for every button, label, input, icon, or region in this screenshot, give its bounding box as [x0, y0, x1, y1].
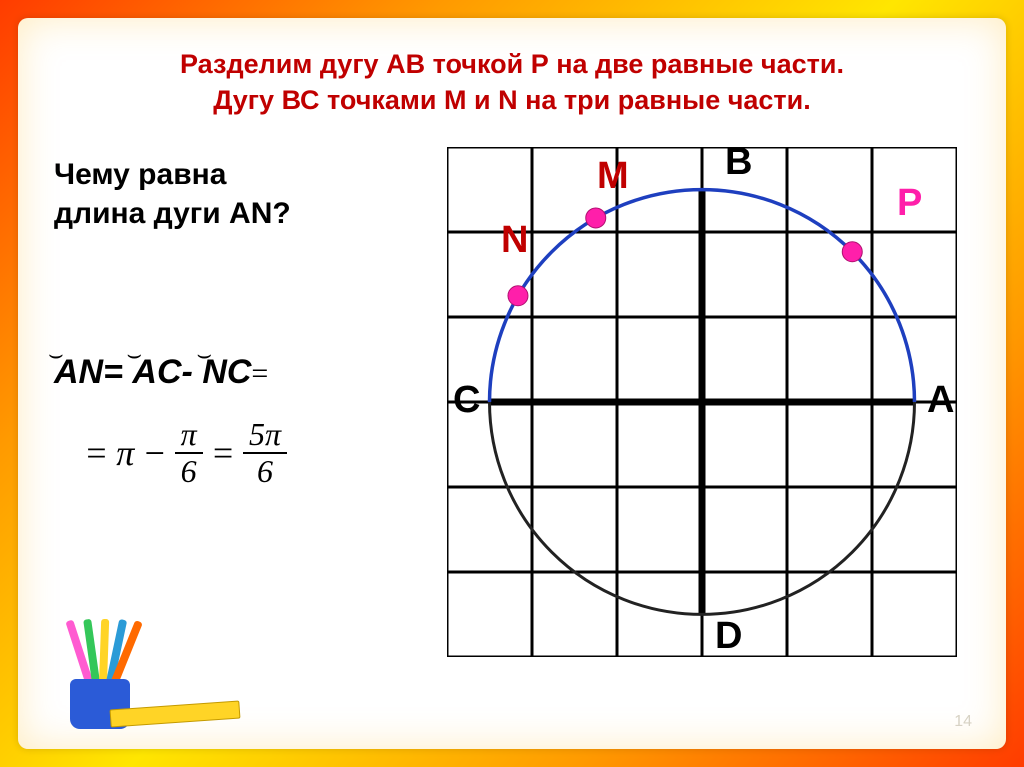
minus-sign: - [182, 353, 193, 391]
label-B: В [725, 141, 752, 184]
arc-AC: AC [132, 353, 181, 392]
label-A: A [927, 379, 954, 422]
eq2-minus: − [142, 432, 166, 474]
eq2-equals-2: = [211, 432, 235, 474]
frac1-den: 6 [181, 454, 197, 489]
question-text: Чему равна длина дуги АN? [54, 155, 434, 233]
label-P: Р [897, 182, 922, 225]
frac2-num: 5π [243, 418, 287, 455]
equation-2: = π − π 6 = 5π 6 [84, 418, 434, 489]
label-M: М [597, 155, 629, 198]
title-line-1: Разделим дугу АВ точкой Р на две равные … [180, 49, 844, 79]
eq2-pi: π [116, 432, 134, 474]
fraction-pi-6: π 6 [175, 418, 203, 489]
label-C: С [453, 379, 480, 422]
slide-title: Разделим дугу АВ точкой Р на две равные … [54, 46, 970, 119]
content-row: Чему равна длина дуги АN? AN= AC- NC= = … [54, 147, 970, 657]
eq2-equals-1: = [84, 432, 108, 474]
arc-AN: AN [54, 353, 103, 392]
slide-panel: Разделим дугу АВ точкой Р на две равные … [18, 18, 1006, 749]
outer-gradient-frame: Разделим дугу АВ точкой Р на две равные … [0, 0, 1024, 767]
question-line-1: Чему равна [54, 158, 226, 191]
page-number: 14 [954, 713, 972, 731]
right-column: A В С D М N Р [434, 147, 970, 657]
left-column: Чему равна длина дуги АN? AN= AC- NC= = … [54, 147, 434, 657]
label-N: N [501, 219, 528, 262]
fraction-5pi-6: 5π 6 [243, 418, 287, 489]
arc-NC: NC [202, 353, 251, 392]
pencil-cup-decoration [50, 629, 170, 729]
circle-diagram: A В С D М N Р [447, 147, 957, 657]
equation-1: AN= AC- NC= [54, 353, 434, 392]
frac2-den: 6 [257, 454, 273, 489]
question-line-2: длина дуги АN? [54, 197, 291, 230]
label-D: D [715, 615, 742, 658]
frac1-num: π [175, 418, 203, 455]
title-line-2: Дугу ВС точками М и N на три равные част… [213, 85, 811, 115]
equals-trailing: = [251, 357, 268, 390]
